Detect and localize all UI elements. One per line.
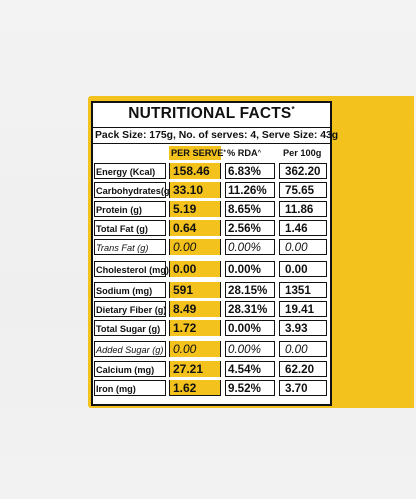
rda-value: 28.31% [225,301,275,317]
nutrient-row-cholesterol: Cholesterol (mg) 0.00 0.00% 0.00 [93,261,330,277]
rda-value: 2.56% [225,220,275,236]
nutrient-name: Protein (g) [94,201,166,217]
per-100g-value: 0.00 [279,239,327,255]
rda-value: 0.00% [225,320,275,336]
pack-size-line: Pack Size: 175g, No. of serves: 4, Serve… [93,127,338,144]
rda-value: 0.00% [225,341,275,357]
nutrient-name: Dietary Fiber (g) [94,301,166,317]
nutrient-name: Energy (Kcal) [94,163,166,179]
nutrient-row-sodium: Sodium (mg) 591 28.15% 1351 [93,282,330,298]
per-serve-value: 158.46 [169,163,221,179]
nutrient-row-dietary-fiber: Dietary Fiber (g) 8.49 28.31% 19.41 [93,301,330,317]
per-100g-value: 19.41 [279,301,327,317]
nutrition-label: NUTRITIONAL FACTS* Pack Size: 175g, No. … [91,101,338,406]
nutrient-name: Calcium (mg) [94,361,166,377]
per-100g-value: 3.70 [279,380,327,396]
nutrient-name: Sodium (mg) [94,282,166,298]
per-serve-value: 33.10 [169,182,221,198]
per-100g-value: 11.86 [279,201,327,217]
per-100g-value: 0.00 [279,341,327,357]
header-per-serve-mark: * [223,150,226,156]
rda-value: 6.83% [225,163,275,179]
nutrient-row-added-sugar: Added Sugar (g) 0.00 0.00% 0.00 [93,341,330,357]
nutrient-name: Carbohydrates(g) [94,182,173,198]
per-100g-value: 1351 [279,282,327,298]
per-serve-value: 0.64 [169,220,221,236]
rda-value: 8.65% [225,201,275,217]
nutrient-row-carbohydrates: Carbohydrates(g) 33.10 11.26% 75.65 [93,182,330,198]
per-100g-value: 62.20 [279,361,327,377]
per-serve-value: 591 [169,282,221,298]
per-serve-value: 0.00 [169,341,221,357]
per-100g-value: 75.65 [279,182,327,198]
nutrient-name: Added Sugar (g) [94,341,166,357]
per-100g-value: 362.20 [279,163,327,179]
per-100g-value: 3.93 [279,320,327,336]
rda-value: 11.26% [225,182,275,198]
nutrient-row-total-fat: Total Fat (g) 0.64 2.56% 1.46 [93,220,330,236]
per-serve-value: 8.49 [169,301,221,317]
header-per-serve-text: PER SERVE [171,148,224,158]
per-serve-value: 1.62 [169,380,221,396]
nutrient-name: Trans Fat (g) [94,239,166,255]
per-serve-value: 0.00 [169,239,221,255]
nutrient-name: Iron (mg) [94,380,166,396]
label-title: NUTRITIONAL FACTS* [93,105,330,123]
nutrient-row-energy: Energy (Kcal) 158.46 6.83% 362.20 [93,163,330,179]
nutrient-row-calcium: Calcium (mg) 27.21 4.54% 62.20 [93,361,330,377]
label-title-text: NUTRITIONAL FACTS [128,105,292,122]
nutrient-name: Total Fat (g) [94,220,166,236]
header-rda-text: % RDA [227,148,258,158]
rda-value: 9.52% [225,380,275,396]
rda-value: 4.54% [225,361,275,377]
per-100g-value: 0.00 [279,261,327,277]
nutrient-row-trans-fat: Trans Fat (g) 0.00 0.00% 0.00 [93,239,330,255]
per-serve-value: 0.00 [169,261,221,277]
rda-value: 0.00% [225,261,275,277]
nutrient-name: Total Sugar (g) [94,320,166,336]
per-100g-value: 1.46 [279,220,327,236]
rda-value: 0.00% [225,239,275,255]
header-per-100g: Per 100g [283,148,322,158]
header-rda: % RDA^ [225,146,275,160]
per-serve-value: 1.72 [169,320,221,336]
rda-value: 28.15% [225,282,275,298]
label-title-mark: * [291,105,295,114]
header-per-serve: PER SERVE* [169,146,226,160]
per-serve-value: 27.21 [169,361,221,377]
nutrient-name: Cholesterol (mg) [94,261,169,277]
nutrient-row-total-sugar: Total Sugar (g) 1.72 0.00% 3.93 [93,320,330,336]
per-serve-value: 5.19 [169,201,221,217]
nutrient-row-iron: Iron (mg) 1.62 9.52% 3.70 [93,380,330,396]
nutrient-row-protein: Protein (g) 5.19 8.65% 11.86 [93,201,330,217]
header-rda-mark: ^ [257,150,262,156]
